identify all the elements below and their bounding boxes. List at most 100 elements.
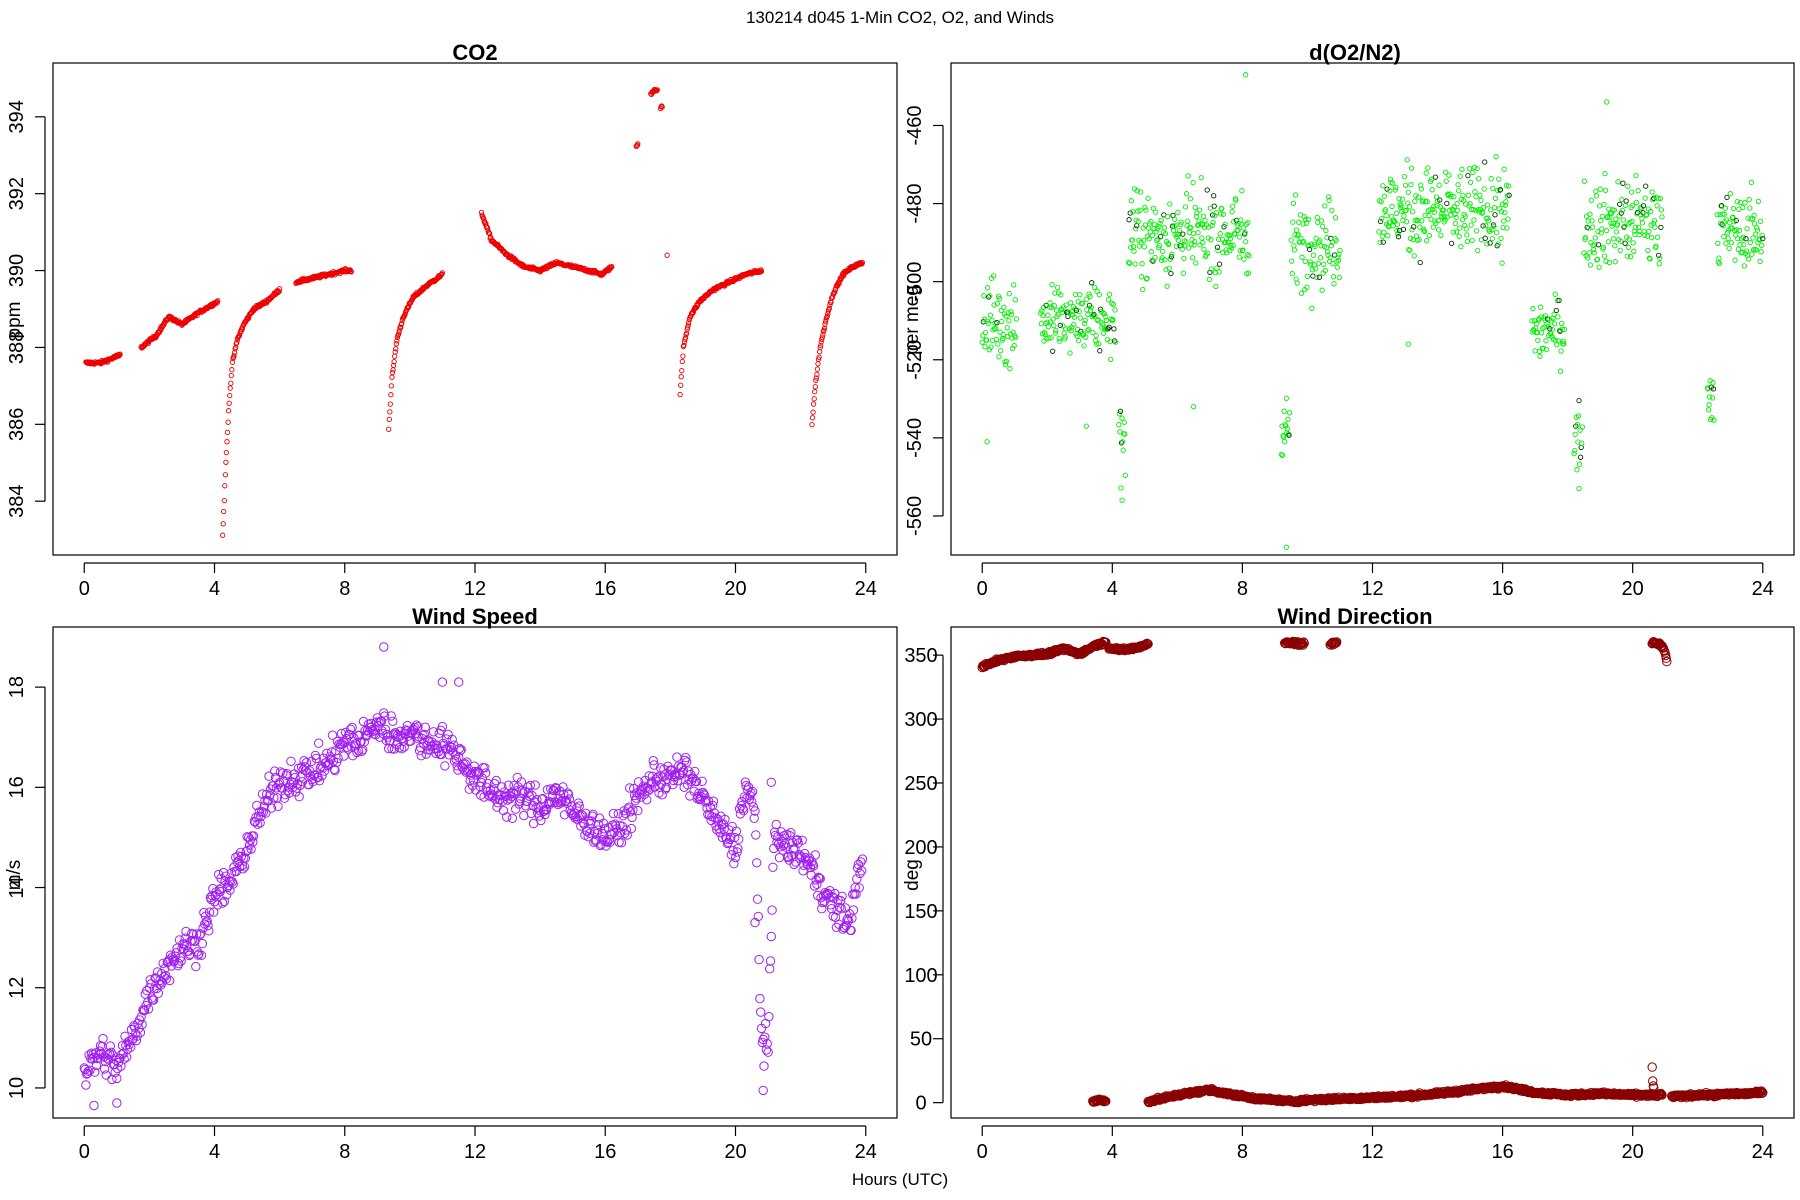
o2n2-point xyxy=(1121,419,1127,425)
o2n2-point xyxy=(1626,236,1633,242)
wind-speed-point xyxy=(137,1019,147,1030)
o2n2-point xyxy=(1502,202,1508,208)
o2n2-point xyxy=(1003,358,1010,364)
o2n2-point xyxy=(1160,248,1166,255)
wind-speed-point xyxy=(525,780,536,791)
o2n2-point xyxy=(1757,218,1764,224)
shared-x-axis-label: Hours (UTC) xyxy=(852,1170,948,1189)
wind-speed-point xyxy=(358,716,369,727)
wind-speed-point xyxy=(148,995,159,1005)
o2n2-point xyxy=(1309,267,1315,273)
o2n2-point xyxy=(1282,439,1288,445)
wind-speed-point xyxy=(585,828,595,838)
o2n2-panel: d(O2/N2) per meg 0 4 8 12 16 20 24-560-540-520… xyxy=(902,40,1795,600)
o2n2-point xyxy=(1285,416,1291,423)
wind-speed-x-tick-label: 0 xyxy=(79,1141,90,1163)
o2n2-point xyxy=(1139,261,1145,267)
o2n2-point xyxy=(1501,218,1507,224)
o2n2-point xyxy=(1292,232,1298,238)
wind-speed-x-tick-label: 20 xyxy=(724,1141,746,1163)
o2n2-point xyxy=(1388,213,1395,220)
o2n2-point xyxy=(1042,331,1048,337)
o2n2-point xyxy=(1387,188,1393,194)
o2n2-point xyxy=(1000,332,1007,338)
wind-speed-point xyxy=(507,813,518,823)
co2-point xyxy=(826,305,833,311)
co2-point xyxy=(819,336,825,343)
o2n2-point xyxy=(1751,221,1758,227)
wind-speed-point xyxy=(347,722,357,733)
o2n2-point xyxy=(1380,183,1386,189)
o2n2-point xyxy=(1493,154,1499,160)
wind-speed-point xyxy=(311,753,321,764)
wind-speed-point xyxy=(855,868,865,879)
wind-speed-point xyxy=(286,756,296,766)
o2n2-point xyxy=(1157,233,1164,240)
o2n2-point xyxy=(1732,257,1738,263)
co2-y-axis-label: ppm xyxy=(4,302,25,339)
wind-speed-point xyxy=(89,1100,99,1111)
co2-point xyxy=(399,320,405,327)
o2n2-point xyxy=(1199,235,1205,241)
wind-speed-point xyxy=(848,905,859,915)
o2n2-point xyxy=(1111,338,1118,344)
o2n2-point xyxy=(1054,284,1061,291)
wind-speed-point xyxy=(781,842,791,852)
o2n2-point xyxy=(982,344,988,350)
o2n2-point xyxy=(1482,159,1488,165)
o2n2-point xyxy=(1604,99,1610,105)
wind-speed-point xyxy=(629,790,640,801)
o2n2-point xyxy=(1618,238,1624,244)
o2n2-point xyxy=(1046,335,1052,341)
co2-point xyxy=(811,396,817,402)
o2n2-point xyxy=(1497,187,1504,193)
wind-speed-point xyxy=(688,773,698,783)
o2n2-axes: 0 4 8 12 16 20 24-560-540-520-500-480-460 xyxy=(904,62,1795,600)
o2n2-point xyxy=(986,294,992,300)
o2n2-point xyxy=(1324,235,1330,241)
wind-speed-point xyxy=(357,746,367,756)
o2n2-point xyxy=(1606,259,1613,266)
o2n2-point xyxy=(1585,255,1591,261)
wind-direction-x-tick-label: 8 xyxy=(1237,1141,1248,1163)
wind-speed-point xyxy=(607,829,617,840)
co2-point xyxy=(117,351,123,357)
wind-speed-point xyxy=(608,808,619,819)
o2n2-point xyxy=(1614,221,1621,227)
o2n2-point xyxy=(1005,333,1011,340)
o2n2-point xyxy=(1278,451,1285,458)
wind-speed-point xyxy=(761,1045,772,1055)
o2n2-point xyxy=(1183,191,1190,197)
o2n2-point xyxy=(1381,193,1388,199)
o2n2-point xyxy=(1231,219,1237,225)
o2n2-point xyxy=(1500,224,1506,231)
wind-speed-point xyxy=(257,789,268,799)
o2n2-point xyxy=(1283,544,1289,550)
wind-speed-point xyxy=(147,993,157,1003)
co2-point xyxy=(439,270,446,276)
wind-speed-x-tick-label: 24 xyxy=(855,1141,877,1163)
wind-speed-point xyxy=(766,931,776,942)
o2n2-point xyxy=(1209,212,1216,218)
o2n2-point xyxy=(1630,240,1636,246)
o2n2-point xyxy=(1475,247,1481,254)
o2n2-point xyxy=(1435,227,1442,233)
o2n2-point xyxy=(1196,207,1203,213)
o2n2-point xyxy=(994,320,1000,326)
wind-speed-point xyxy=(537,794,547,804)
o2n2-point xyxy=(1055,311,1061,318)
o2n2-point xyxy=(1576,461,1583,467)
wind-speed-point xyxy=(222,890,232,900)
o2n2-point xyxy=(1601,201,1607,208)
o2n2-point xyxy=(1299,254,1305,260)
o2n2-point xyxy=(1491,204,1498,211)
o2n2-point xyxy=(1656,252,1662,259)
o2n2-point xyxy=(1304,273,1311,280)
wind-speed-point xyxy=(456,745,466,755)
o2n2-point xyxy=(1076,308,1082,315)
wind-speed-point xyxy=(814,873,824,883)
o2n2-point xyxy=(1319,223,1326,230)
wind-speed-point xyxy=(103,1050,113,1060)
o2n2-point xyxy=(1149,257,1155,263)
wind-speed-point xyxy=(416,751,426,761)
